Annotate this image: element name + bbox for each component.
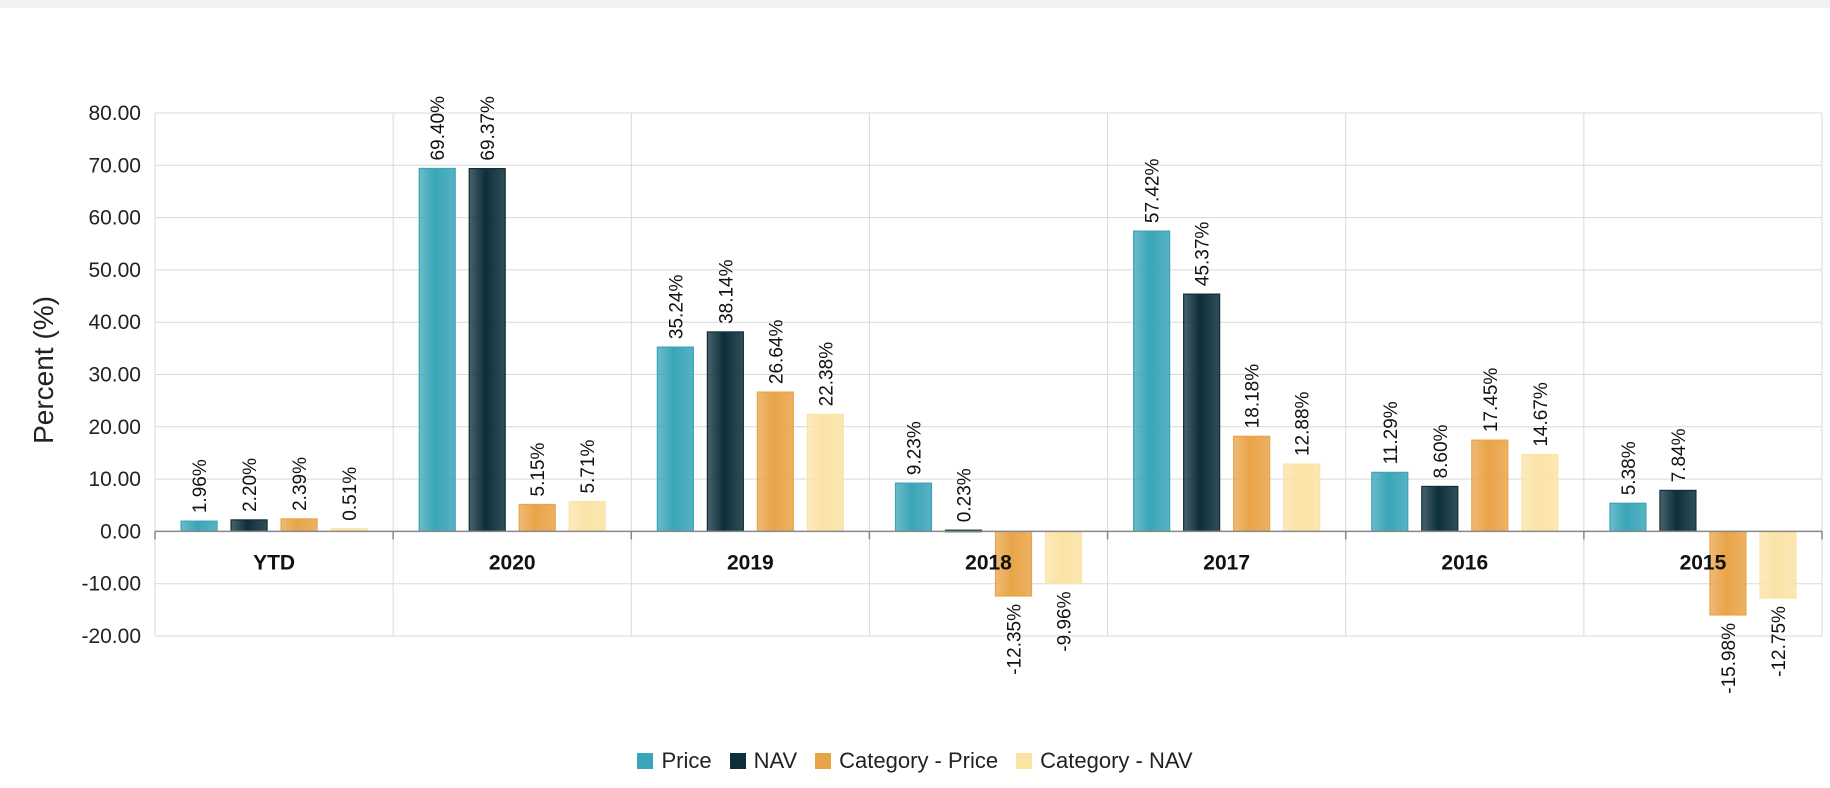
bar[interactable]: [806, 413, 844, 533]
data-label: 5.38%: [1619, 441, 1640, 495]
bar[interactable]: [468, 167, 506, 533]
bar[interactable]: [656, 346, 694, 532]
data-label: 22.38%: [816, 342, 837, 407]
y-tick-label: 40.00: [88, 311, 141, 334]
legend-swatch: [729, 753, 746, 769]
legend-item[interactable]: Price: [637, 748, 712, 774]
data-label: -12.35%: [1005, 604, 1026, 675]
bar[interactable]: [1183, 293, 1221, 532]
legend-swatch: [637, 753, 654, 769]
bar[interactable]: [1709, 530, 1747, 616]
x-tick-label: 2018: [965, 551, 1012, 574]
data-label: 5.15%: [528, 442, 549, 496]
legend-swatch: [815, 753, 832, 769]
data-label: 57.42%: [1143, 159, 1164, 224]
legend-label: Category - NAV: [1040, 748, 1193, 773]
data-label: 14.67%: [1531, 382, 1552, 447]
data-label: 17.45%: [1481, 368, 1502, 433]
legend-item[interactable]: Category - NAV: [1016, 748, 1193, 774]
bar[interactable]: [1609, 502, 1647, 533]
bar[interactable]: [280, 518, 318, 533]
legend-item[interactable]: NAV: [729, 748, 798, 774]
data-label: 38.14%: [716, 259, 737, 324]
data-label: 9.23%: [905, 421, 926, 475]
y-tick-label: 30.00: [88, 364, 141, 387]
y-tick-label: -10.00: [81, 573, 141, 596]
bar[interactable]: [1044, 530, 1083, 585]
bar-chart: 80.00 70.00 60.00 50.00 40.00 30.00 20.00 10.00…: [28, 96, 1823, 694]
y-tick-label: 60.00: [88, 207, 141, 230]
data-label: 0.23%: [955, 468, 976, 522]
data-label: 2.39%: [290, 457, 311, 511]
data-label: 69.40%: [428, 96, 449, 161]
bar[interactable]: [1471, 439, 1509, 533]
data-label: 1.96%: [190, 459, 211, 513]
x-tick-label: 2016: [1441, 551, 1488, 574]
y-tick-label: 10.00: [88, 468, 141, 491]
top-strip: [0, 0, 1830, 8]
x-tick-label: 2017: [1203, 551, 1250, 574]
bar[interactable]: [518, 503, 556, 533]
axes: YTD 2020 2019 2018 2017 2016 2015: [154, 530, 1823, 574]
bar[interactable]: [706, 331, 744, 532]
legend-label: Category - Price: [839, 748, 999, 773]
bar[interactable]: [1283, 463, 1321, 532]
data-label: 26.64%: [766, 320, 787, 385]
bar[interactable]: [1233, 435, 1271, 533]
legend-swatch: [1016, 753, 1033, 769]
data-label: 12.88%: [1293, 391, 1314, 456]
y-axis-title: Percent (%): [28, 296, 59, 444]
data-label: 5.71%: [578, 440, 599, 494]
y-tick-label: 50.00: [88, 259, 141, 282]
bar[interactable]: [180, 520, 218, 532]
x-tick-label: YTD: [253, 551, 295, 574]
bar[interactable]: [1521, 454, 1559, 533]
data-label: 7.84%: [1669, 428, 1690, 482]
legend: Price NAV Category - Price Category - NAV: [0, 748, 1830, 774]
grid-lines: 80.00 70.00 60.00 50.00 40.00 30.00 20.00 10.00…: [81, 102, 1823, 648]
data-labels: 1.96% 2.20% 2.39% 0.51% 69.40% 69.37% 5.15% 5.7…: [190, 96, 1790, 694]
bar[interactable]: [1659, 489, 1697, 532]
data-label: -15.98%: [1719, 623, 1740, 694]
x-tick-label: 2019: [727, 551, 774, 574]
y-tick-label: 0.00: [100, 520, 141, 543]
legend-item[interactable]: Category - Price: [815, 748, 998, 774]
y-tick-label: 20.00: [88, 416, 141, 439]
data-label: 0.51%: [340, 467, 361, 521]
data-label: 18.18%: [1243, 364, 1264, 429]
bars: [180, 167, 1797, 616]
y-tick-label: -20.00: [81, 625, 141, 648]
bar[interactable]: [230, 519, 268, 532]
x-tick-label: 2020: [489, 551, 536, 574]
legend-label: Price: [661, 748, 712, 773]
x-tick-label: 2015: [1680, 551, 1727, 574]
bar[interactable]: [1759, 530, 1797, 599]
bar[interactable]: [1371, 471, 1409, 533]
y-tick-label: 70.00: [88, 154, 141, 177]
bar[interactable]: [568, 500, 606, 533]
y-tick-label: 80.00: [88, 102, 141, 125]
bar[interactable]: [1421, 485, 1459, 532]
bar[interactable]: [994, 530, 1033, 597]
bar[interactable]: [894, 482, 933, 533]
data-label: 11.29%: [1381, 401, 1402, 464]
data-label: -9.96%: [1055, 591, 1076, 651]
data-label: 35.24%: [666, 275, 687, 340]
bar[interactable]: [418, 167, 456, 533]
data-label: 8.60%: [1431, 424, 1452, 478]
data-label: 2.20%: [240, 458, 261, 512]
data-label: 45.37%: [1193, 222, 1214, 287]
bar[interactable]: [1133, 230, 1171, 533]
data-label: 69.37%: [478, 96, 499, 161]
bar[interactable]: [756, 391, 794, 533]
legend-label: NAV: [753, 748, 798, 773]
data-label: -12.75%: [1769, 606, 1790, 677]
